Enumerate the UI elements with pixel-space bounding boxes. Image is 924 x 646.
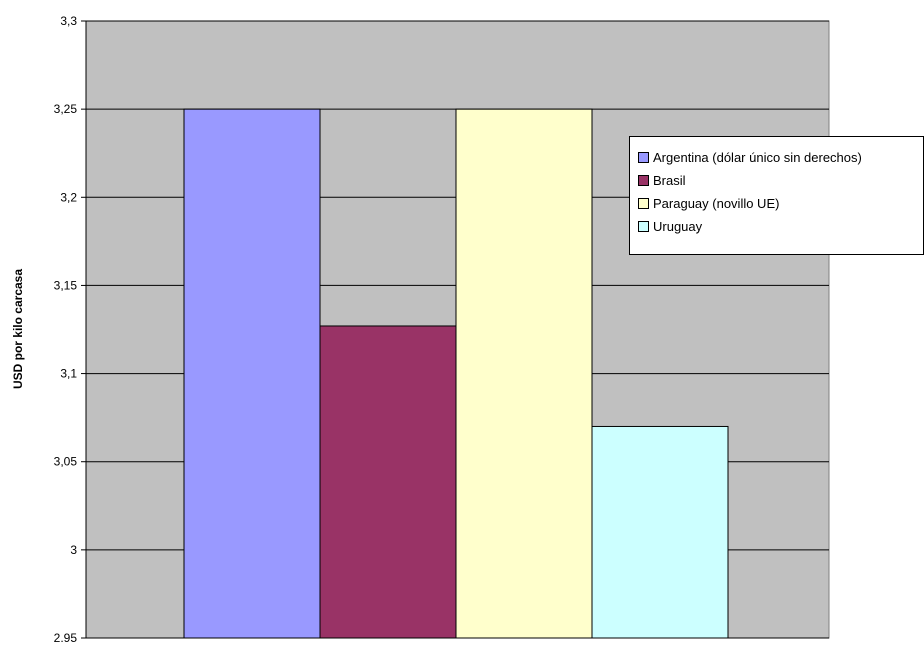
legend-label: Brasil — [653, 173, 686, 188]
bars — [183, 108, 729, 639]
legend-item: Argentina (dólar único sin derechos) — [638, 146, 923, 169]
legend: Argentina (dólar único sin derechos) Bras… — [629, 136, 924, 255]
bar-4 — [591, 425, 729, 639]
legend-label: Paraguay (novillo UE) — [653, 196, 780, 211]
y-tick-label: 3 — [70, 543, 77, 557]
y-tick-label: 3,2 — [60, 190, 77, 204]
y-tick-label: 3,05 — [54, 455, 78, 469]
legend-swatch — [638, 221, 649, 232]
y-tick-label: 3,1 — [60, 367, 77, 381]
y-tick-label: 3,15 — [54, 278, 78, 292]
bar-2 — [319, 325, 457, 639]
y-tick-label: 3,3 — [60, 14, 77, 28]
bar-1 — [183, 108, 321, 639]
legend-label: Argentina (dólar único sin derechos) — [653, 150, 862, 165]
y-axis-label: USD por kilo carcasa — [11, 269, 25, 389]
bar-3 — [455, 108, 593, 639]
y-axis-ticks: 3,3 3,25 3,2 3,15 3,1 3,05 3 2.95 — [54, 14, 86, 645]
legend-swatch — [638, 175, 649, 186]
y-tick-label: 2.95 — [54, 631, 78, 645]
legend-label: Uruguay — [653, 219, 703, 234]
legend-item: Paraguay (novillo UE) — [638, 192, 923, 215]
legend-item: Brasil — [638, 169, 923, 192]
y-tick-label: 3,25 — [54, 102, 78, 116]
legend-swatch — [638, 152, 649, 163]
legend-item: Uruguay — [638, 215, 923, 238]
legend-swatch — [638, 198, 649, 209]
